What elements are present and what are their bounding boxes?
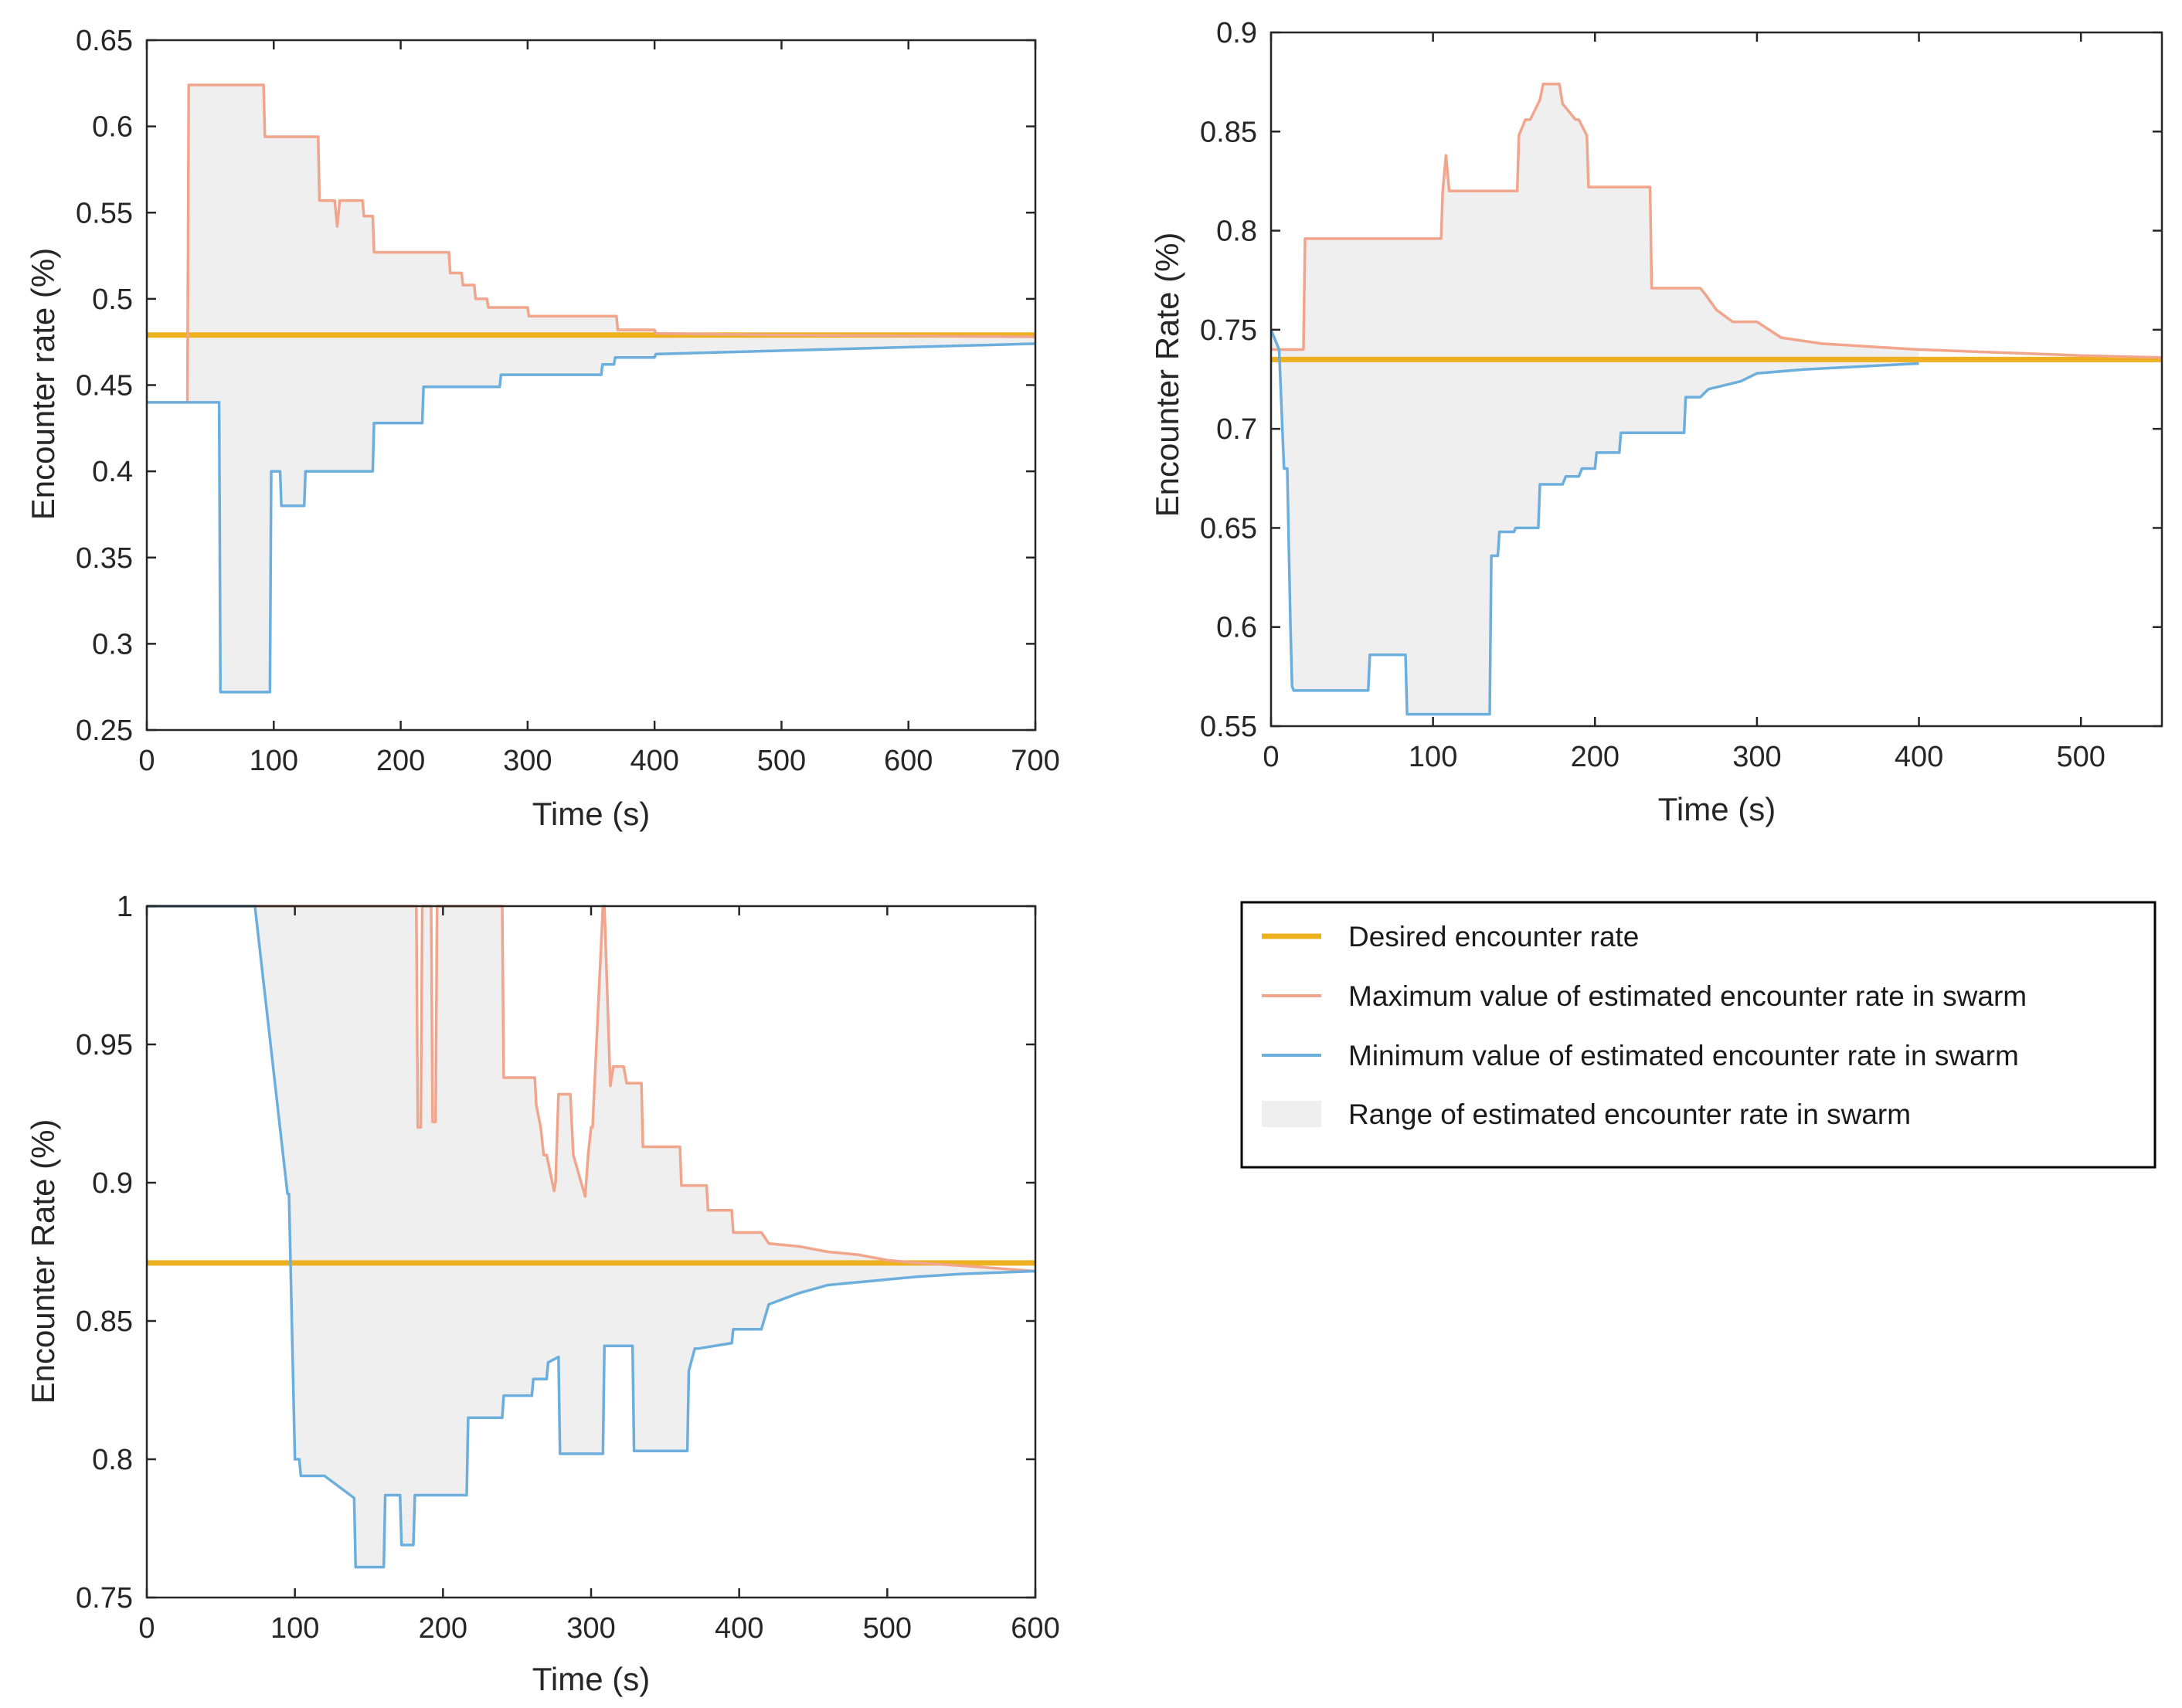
- chart-top-right-xtick-label: 0: [1263, 741, 1279, 773]
- chart-top-left-xtick-label: 700: [1011, 745, 1059, 777]
- chart-top-right-ytick-label: 0.7: [1216, 413, 1257, 446]
- chart-top-left-range-band: [147, 85, 1035, 692]
- chart-top-right: 0 100 200 300 400 500 0.55 0.6 0.65 0.7 0.75 0.8 0.8…: [1149, 17, 2163, 827]
- chart-top-left-ytick-label: 0.65: [76, 25, 133, 57]
- chart-top-left-ytick-label: 0.4: [92, 456, 133, 488]
- chart-top-left-max-line: [147, 83, 1035, 404]
- chart-top-right-ytick-label: 0.9: [1216, 17, 1257, 49]
- chart-bottom-left-ytick-label: 0.95: [76, 1029, 133, 1061]
- chart-bottom-left-xtick-label: 300: [566, 1612, 615, 1645]
- chart-top-left-xtick-label: 400: [630, 745, 678, 777]
- chart-bottom-left-ylabel: Encounter Rate (%): [25, 1119, 61, 1404]
- chart-bottom-left-ytick-label: 1: [117, 891, 133, 923]
- chart-top-left: 0 100 200 300 400 500 600 700 0.25 0.3 0.35 0.4 0.45…: [25, 25, 1060, 832]
- chart-bottom-left-ytick-label: 0.75: [76, 1582, 133, 1615]
- chart-bottom-left-xtick-label: 200: [419, 1612, 467, 1645]
- chart-bottom-left-xtick-label: 500: [863, 1612, 912, 1645]
- legend-box: [1240, 901, 2157, 1169]
- chart-top-right-ytick-label: 0.85: [1200, 116, 1257, 148]
- chart-top-left-min-line: [147, 342, 1035, 694]
- chart-top-left-ytick-label: 0.55: [76, 197, 133, 229]
- legend-label-min: Minimum value of estimated encounter rat…: [1348, 1040, 2019, 1071]
- chart-top-left-xtick-label: 300: [503, 745, 552, 777]
- chart-bottom-left-ytick-label: 0.85: [76, 1306, 133, 1338]
- chart-top-left-ylabel: Encounter rate (%): [25, 248, 61, 521]
- chart-bottom-left-ytick-label: 0.9: [92, 1167, 133, 1200]
- legend-label-desired: Desired encounter rate: [1348, 921, 1639, 952]
- chart-top-right-ytick-label: 0.65: [1200, 512, 1257, 545]
- chart-top-left-ytick-label: 0.35: [76, 542, 133, 575]
- chart-top-left-xtick-label: 500: [757, 745, 806, 777]
- chart-top-right-min-line: [1271, 329, 1919, 716]
- legend-label-range: Range of estimated encounter rate in swa…: [1348, 1098, 1911, 1130]
- chart-top-left-ytick-label: 0.45: [76, 370, 133, 402]
- chart-top-right-max-line: [1271, 82, 2162, 359]
- legend: Desired encounter rate Maximum value of …: [1240, 901, 2157, 1169]
- chart-top-right-xtick-label: 500: [2056, 741, 2105, 773]
- chart-top-right-ytick-label: 0.75: [1200, 314, 1257, 347]
- chart-bottom-left-xlabel: Time (s): [532, 1661, 650, 1697]
- chart-top-left-ytick-label: 0.6: [92, 111, 133, 144]
- chart-top-right-ytick-label: 0.8: [1216, 216, 1257, 248]
- chart-top-right-axes-box: [1269, 31, 2163, 728]
- chart-bottom-left-xtick-label: 400: [715, 1612, 763, 1645]
- chart-top-left-xtick-label: 600: [884, 745, 933, 777]
- chart-top-left-ytick-label: 0.3: [92, 628, 133, 660]
- chart-bottom-left-xtick-label: 600: [1011, 1612, 1059, 1645]
- chart-top-right-xtick-label: 300: [1732, 741, 1781, 773]
- chart-bottom-left-ytick-label: 0.8: [92, 1444, 133, 1476]
- chart-top-right-xlabel: Time (s): [1658, 791, 1776, 827]
- chart-top-right-range-band: [1271, 83, 1919, 715]
- legend-swatch-range: [1262, 1101, 1321, 1127]
- chart-bottom-left-xtick-label: 0: [138, 1612, 155, 1645]
- chart-top-right-ytick-label: 0.55: [1200, 711, 1257, 743]
- chart-top-left-ytick-label: 0.25: [76, 715, 133, 747]
- chart-top-left-xtick-label: 200: [376, 745, 425, 777]
- chart-top-right-xtick-label: 400: [1895, 741, 1943, 773]
- chart-bottom-left-xtick-label: 100: [270, 1612, 319, 1645]
- chart-top-left-xtick-label: 0: [138, 745, 155, 777]
- chart-top-left-xlabel: Time (s): [532, 796, 650, 832]
- chart-top-left-ytick-label: 0.5: [92, 284, 133, 316]
- chart-bottom-left: 0 100 200 300 400 500 600 0.75 0.8 0.85 0.9 0.95 1 T…: [25, 891, 1060, 1697]
- chart-bottom-left-range-band: [147, 906, 1035, 1567]
- chart-bottom-left-min-line: [147, 905, 1035, 1569]
- chart-top-right-xtick-label: 100: [1409, 741, 1457, 773]
- chart-top-right-ytick-label: 0.6: [1216, 612, 1257, 644]
- chart-top-right-xtick-label: 200: [1571, 741, 1620, 773]
- legend-label-max: Maximum value of estimated encounter rat…: [1348, 980, 2027, 1012]
- chart-top-right-ylabel: Encounter Rate (%): [1149, 233, 1185, 518]
- chart-top-left-xtick-label: 100: [250, 745, 298, 777]
